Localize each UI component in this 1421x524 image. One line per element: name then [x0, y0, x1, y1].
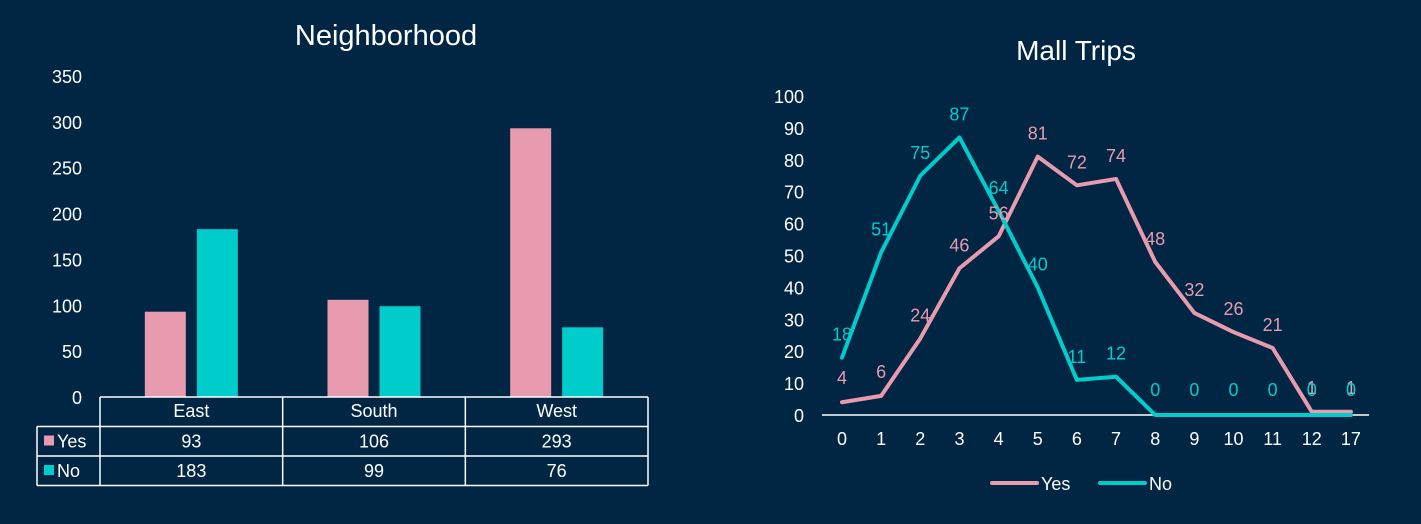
data-label-yes: 6: [876, 362, 886, 382]
data-label-yes: 26: [1223, 299, 1243, 319]
data-label-yes: 46: [949, 235, 969, 255]
x-tick-label: 1: [876, 429, 886, 449]
data-label-yes: 81: [1028, 124, 1048, 144]
x-tick-label: 12: [1302, 429, 1322, 449]
y-tick-label: 50: [62, 342, 82, 362]
x-tick-label: 3: [954, 429, 964, 449]
y-tick-label: 50: [784, 247, 804, 267]
table-header-east: East: [173, 401, 209, 421]
table-cell: 99: [364, 461, 384, 481]
y-tick-label: 300: [52, 113, 82, 133]
y-tick-label: 0: [72, 388, 82, 408]
bar-yes-south: [327, 299, 369, 397]
data-label-no: 18: [832, 325, 852, 345]
y-tick-label: 90: [784, 119, 804, 139]
table-cell: 106: [359, 432, 389, 452]
x-tick-label: 8: [1150, 429, 1160, 449]
table-cell: 93: [181, 432, 201, 452]
x-tick-label: 17: [1341, 429, 1361, 449]
data-label-yes: 48: [1145, 229, 1165, 249]
series-line-no: [840, 135, 1353, 417]
x-tick-label: 4: [994, 429, 1004, 449]
table-cell: 293: [542, 432, 572, 452]
bar-no-south: [379, 306, 421, 397]
y-tick-label: 150: [52, 250, 82, 270]
data-label-no: 0: [1189, 380, 1199, 400]
legend-key-no: [44, 465, 54, 475]
y-tick-label: 30: [784, 310, 804, 330]
data-label-yes: 21: [1263, 315, 1283, 335]
data-label-no: 75: [910, 143, 930, 163]
data-label-yes: 72: [1067, 152, 1087, 172]
data-label-no: 0: [1228, 380, 1238, 400]
y-tick-label: 10: [784, 374, 804, 394]
y-tick-label: 100: [52, 296, 82, 316]
data-label-yes: 4: [837, 368, 847, 388]
table-cell: 183: [176, 461, 206, 481]
neighborhood-bar-chart: Neighborhood 0 50 100 150 200 250 300 350 East So…: [36, 20, 649, 487]
x-tick-label: 10: [1223, 429, 1243, 449]
data-label-yes: 1: [1346, 378, 1356, 398]
data-label-no: 12: [1106, 344, 1126, 364]
data-label-no: 51: [871, 219, 891, 239]
y-tick-label: 100: [774, 87, 804, 107]
data-label-no: 87: [949, 104, 969, 124]
data-label-no: 11: [1068, 347, 1087, 367]
data-label-yes: 32: [1184, 280, 1204, 300]
x-tick-label: 11: [1263, 429, 1282, 449]
data-label-no: 64: [989, 178, 1009, 198]
data-label-no: 40: [1028, 254, 1048, 274]
y-tick-label: 20: [784, 342, 804, 362]
y-tick-label: 200: [52, 205, 82, 225]
y-tick-label: 80: [784, 151, 804, 171]
table-row-label-yes: Yes: [57, 432, 86, 452]
y-tick-label: 40: [784, 278, 804, 298]
data-label-yes: 56: [989, 203, 1009, 223]
bar-no-west: [562, 327, 604, 397]
series-line-yes: [840, 154, 1353, 414]
bar-yes-east: [144, 311, 186, 397]
bar-no-east: [196, 229, 238, 397]
x-tick-label: 7: [1111, 429, 1121, 449]
data-label-no: 0: [1346, 380, 1356, 400]
x-tick-label: 2: [915, 429, 925, 449]
x-tick-label: 6: [1072, 429, 1082, 449]
data-label-yes: 1: [1307, 378, 1317, 398]
data-label-yes: 74: [1106, 146, 1126, 166]
data-label-no: 0: [1307, 380, 1317, 400]
table-row-label-no: No: [57, 461, 80, 481]
mall-trips-chart-title: Mall Trips: [1016, 35, 1136, 66]
legend-label-yes: Yes: [1041, 474, 1070, 494]
y-tick-label: 250: [52, 159, 82, 179]
data-label-no: 0: [1268, 380, 1278, 400]
y-tick-label: 350: [52, 67, 82, 87]
y-tick-label: 0: [794, 406, 804, 426]
x-tick-label: 9: [1189, 429, 1199, 449]
x-tick-label: 5: [1033, 429, 1043, 449]
bar-yes-west: [510, 128, 552, 397]
data-label-no: 0: [1150, 380, 1160, 400]
y-tick-label: 60: [784, 215, 804, 235]
x-tick-label: 0: [837, 429, 847, 449]
data-label-yes: 24: [910, 305, 930, 325]
table-header-west: West: [536, 401, 577, 421]
y-tick-label: 70: [784, 183, 804, 203]
legend-label-no: No: [1149, 474, 1172, 494]
table-header-south: South: [350, 401, 397, 421]
neighborhood-chart-title: Neighborhood: [295, 20, 477, 52]
table-cell: 76: [547, 461, 567, 481]
legend-key-yes: [44, 435, 54, 446]
